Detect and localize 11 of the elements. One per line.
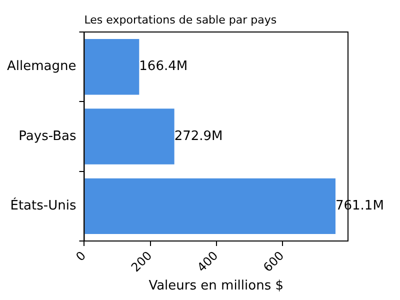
x-tick-label: 0 bbox=[73, 248, 89, 264]
y-tick-label: Pays-Bas bbox=[18, 128, 76, 144]
x-axis-title: Valeurs en millions $ bbox=[148, 278, 284, 294]
x-tick-label: 400 bbox=[194, 248, 221, 275]
x-tick-label: 200 bbox=[128, 248, 155, 275]
chart-title: Les exportations de sable par pays bbox=[84, 13, 277, 26]
data-label: 166.4M bbox=[139, 59, 188, 74]
y-tick-label: Allemagne bbox=[7, 59, 76, 74]
x-tick-label: 600 bbox=[260, 248, 287, 275]
y-tick-label: États-Unis bbox=[10, 196, 76, 214]
data-label: 272.9M bbox=[174, 128, 223, 144]
